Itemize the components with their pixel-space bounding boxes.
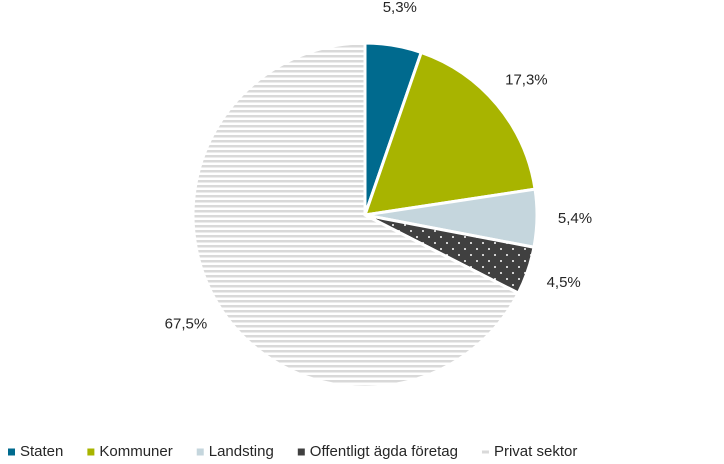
data-label: 67,5% bbox=[165, 316, 208, 333]
data-label: 4,5% bbox=[547, 274, 581, 291]
data-label: 5,4% bbox=[558, 210, 592, 227]
legend-label: Privat sektor bbox=[494, 443, 577, 460]
legend-marker bbox=[87, 448, 95, 456]
legend-label: Offentligt ägda företag bbox=[310, 443, 458, 460]
data-label: 17,3% bbox=[505, 72, 548, 89]
legend-marker bbox=[481, 450, 489, 454]
legend-label: Landsting bbox=[209, 443, 274, 460]
legend-marker bbox=[8, 448, 15, 456]
data-label: 5,3% bbox=[383, 0, 417, 16]
pie-slice bbox=[362, 50, 537, 217]
pie-slice bbox=[191, 41, 521, 389]
legend-label: Kommuner bbox=[99, 443, 172, 460]
legend-marker bbox=[297, 448, 305, 456]
legend-label: Staten bbox=[20, 443, 63, 460]
legend-marker bbox=[196, 448, 204, 456]
